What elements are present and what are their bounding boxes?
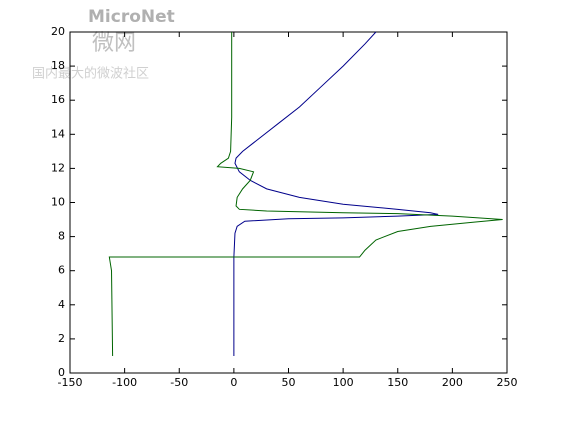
y-tick-label: 10 — [51, 196, 65, 209]
y-tick-label: 12 — [51, 161, 65, 174]
x-tick-label: -150 — [58, 376, 83, 389]
y-tick-label: 2 — [58, 332, 65, 345]
x-tick-label: 200 — [442, 376, 463, 389]
x-tick-label: -100 — [112, 376, 137, 389]
x-tick-label: 150 — [387, 376, 408, 389]
y-tick-label: 0 — [58, 366, 65, 379]
x-tick-label: -50 — [170, 376, 188, 389]
watermark-brand-cn: 微网 — [92, 31, 136, 56]
x-tick-label: 100 — [333, 376, 354, 389]
x-tick-label: 250 — [497, 376, 518, 389]
y-tick-label: 18 — [51, 59, 65, 72]
y-tick-label: 8 — [58, 230, 65, 243]
y-tick-label: 20 — [51, 25, 65, 38]
line — [108, 32, 503, 356]
y-tick-label: 16 — [51, 93, 65, 106]
watermark-brand: MicroNet — [88, 7, 175, 27]
y-tick-label: 6 — [58, 264, 65, 277]
y-tick-label: 4 — [58, 298, 65, 311]
line — [233, 31, 439, 356]
x-tick-label: 50 — [282, 376, 296, 389]
y-tick-label: 14 — [51, 127, 65, 140]
x-tick-label: 0 — [230, 376, 237, 389]
watermark-slogan: 国内最大的微波社区 — [32, 66, 149, 82]
